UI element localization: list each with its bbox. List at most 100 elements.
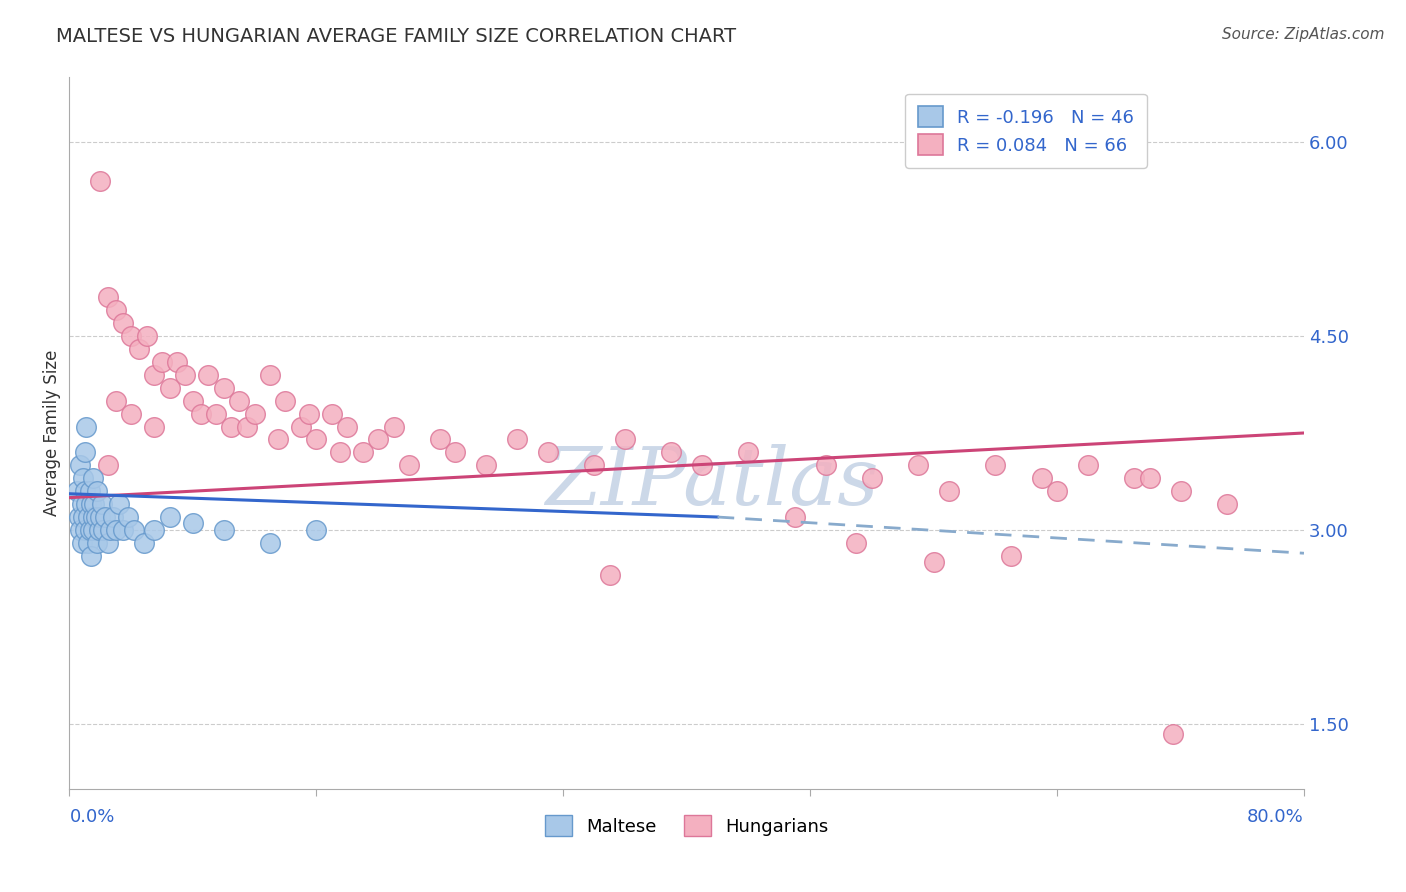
Point: [77, 510, 100, 524]
Point: [1139, 471, 1161, 485]
Point: [93, 523, 115, 537]
Point: [922, 555, 945, 569]
Point: [429, 433, 451, 447]
Point: [143, 368, 166, 382]
Text: 0.0%: 0.0%: [69, 808, 115, 826]
Point: [907, 458, 929, 473]
Point: [352, 445, 374, 459]
Point: [212, 523, 235, 537]
Point: [101, 510, 124, 524]
Text: MALTESE VS HUNGARIAN AVERAGE FAMILY SIZE CORRELATION CHART: MALTESE VS HUNGARIAN AVERAGE FAMILY SIZE…: [56, 27, 737, 45]
Point: [104, 523, 127, 537]
Point: [94, 510, 117, 524]
Point: [159, 510, 181, 524]
Point: [70, 497, 93, 511]
Point: [143, 419, 166, 434]
Point: [197, 368, 219, 382]
Point: [1077, 458, 1099, 473]
Point: [80, 497, 103, 511]
Point: [938, 484, 960, 499]
Point: [69, 458, 91, 473]
Point: [259, 368, 281, 382]
Text: Source: ZipAtlas.com: Source: ZipAtlas.com: [1222, 27, 1385, 42]
Text: ZIPatlas: ZIPatlas: [544, 444, 879, 522]
Point: [614, 433, 637, 447]
Point: [174, 368, 197, 382]
Point: [1161, 727, 1184, 741]
Point: [205, 407, 228, 421]
Point: [1046, 484, 1069, 499]
Point: [112, 523, 135, 537]
Point: [537, 445, 560, 459]
Point: [475, 458, 498, 473]
Point: [132, 536, 155, 550]
Point: [1031, 471, 1053, 485]
Point: [117, 510, 139, 524]
Point: [72, 510, 94, 524]
Point: [135, 329, 157, 343]
Point: [104, 393, 127, 408]
Point: [190, 407, 212, 421]
Point: [599, 568, 621, 582]
Point: [120, 407, 142, 421]
Point: [1216, 497, 1239, 511]
Point: [72, 471, 94, 485]
Point: [86, 536, 108, 550]
Point: [367, 433, 389, 447]
Point: [221, 419, 243, 434]
Point: [73, 445, 96, 459]
Point: [659, 445, 682, 459]
Point: [98, 523, 121, 537]
Point: [305, 433, 328, 447]
Point: [108, 497, 131, 511]
Point: [69, 523, 91, 537]
Point: [89, 174, 111, 188]
Point: [267, 433, 290, 447]
Point: [984, 458, 1007, 473]
Point: [860, 471, 883, 485]
Point: [259, 536, 281, 550]
Point: [159, 381, 181, 395]
Point: [690, 458, 713, 473]
Point: [583, 458, 606, 473]
Point: [83, 497, 105, 511]
Text: 80.0%: 80.0%: [1247, 808, 1303, 826]
Point: [86, 484, 108, 499]
Point: [66, 484, 89, 499]
Point: [104, 303, 127, 318]
Point: [84, 510, 107, 524]
Point: [1123, 471, 1146, 485]
Point: [737, 445, 759, 459]
Point: [814, 458, 837, 473]
Point: [228, 393, 250, 408]
Point: [79, 523, 101, 537]
Point: [181, 516, 204, 531]
Point: [336, 419, 359, 434]
Point: [128, 342, 150, 356]
Point: [845, 536, 868, 550]
Point: [274, 393, 297, 408]
Point: [89, 510, 111, 524]
Point: [97, 458, 120, 473]
Point: [398, 458, 420, 473]
Point: [298, 407, 321, 421]
Point: [112, 316, 135, 330]
Point: [82, 523, 104, 537]
Point: [70, 536, 93, 550]
Point: [77, 536, 100, 550]
Point: [290, 419, 312, 434]
Point: [73, 523, 96, 537]
Point: [97, 290, 120, 304]
Point: [181, 393, 204, 408]
Point: [1170, 484, 1192, 499]
Point: [82, 471, 104, 485]
Point: [80, 549, 103, 563]
Point: [120, 329, 142, 343]
Point: [67, 510, 90, 524]
Point: [97, 536, 120, 550]
Point: [82, 510, 104, 524]
Point: [150, 355, 173, 369]
Point: [236, 419, 259, 434]
Point: [1000, 549, 1022, 563]
Point: [75, 419, 97, 434]
